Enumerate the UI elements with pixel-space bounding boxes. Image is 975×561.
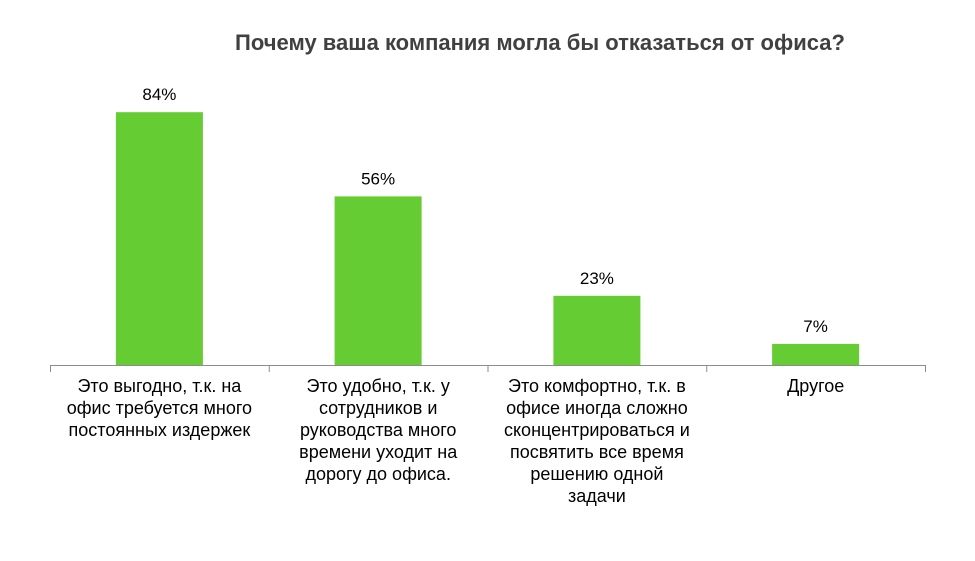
data-label-4: 7% bbox=[803, 317, 828, 336]
category-label-3: Это комфортно, т.к. в офисе иногда сложно… bbox=[503, 376, 690, 506]
bar-4 bbox=[772, 343, 860, 365]
category-label-2: Это удобно, т.к. у сотрудников и руководст… bbox=[299, 376, 458, 484]
data-label-2: 56% bbox=[361, 169, 395, 188]
category-label-1: Это выгодно, т.к. на офис требуется много… bbox=[66, 376, 253, 440]
bar-3 bbox=[553, 295, 641, 365]
data-label-3: 23% bbox=[580, 269, 614, 288]
bar-2 bbox=[334, 196, 422, 365]
data-label-1: 84% bbox=[142, 85, 176, 104]
bar-1 bbox=[115, 112, 203, 365]
category-label-4: Другое bbox=[787, 376, 845, 396]
chart-title: Почему ваша компания могла бы отказаться… bbox=[235, 30, 845, 55]
